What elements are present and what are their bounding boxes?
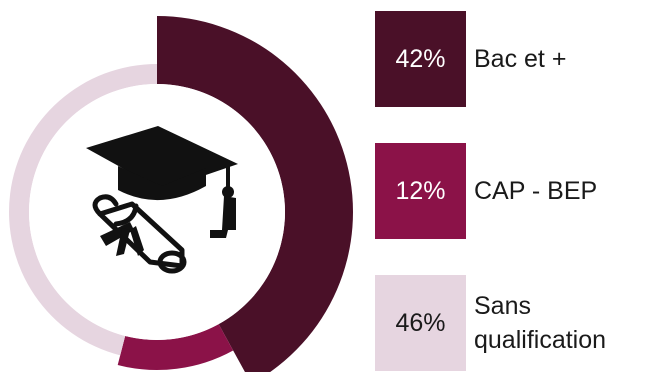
legend-label-bac: Bac et + bbox=[474, 45, 567, 73]
legend-label-sans: Sans qualification bbox=[474, 289, 606, 357]
graduation-cap-diploma-icon bbox=[86, 126, 238, 274]
legend-label-cap: CAP - BEP bbox=[474, 177, 598, 205]
donut-slice-bac bbox=[157, 16, 353, 372]
legend-label-sans-line-2: qualification bbox=[474, 326, 607, 354]
donut-slice-cap bbox=[117, 324, 234, 370]
legend-label-sans-line-1: Sans bbox=[474, 292, 531, 320]
legend-value-sans: 46% bbox=[375, 275, 466, 371]
donut-slice-sans bbox=[8, 64, 158, 356]
legend-item-sans: 46% Sans qualification bbox=[375, 275, 606, 371]
legend-item-cap: 12% CAP - BEP bbox=[375, 143, 597, 239]
legend-value-bac: 42% bbox=[375, 11, 466, 107]
donut-chart bbox=[8, 16, 353, 372]
legend-item-bac: 42% Bac et + bbox=[375, 11, 566, 107]
legend-value-cap: 12% bbox=[375, 143, 466, 239]
donut-hole bbox=[29, 84, 285, 340]
